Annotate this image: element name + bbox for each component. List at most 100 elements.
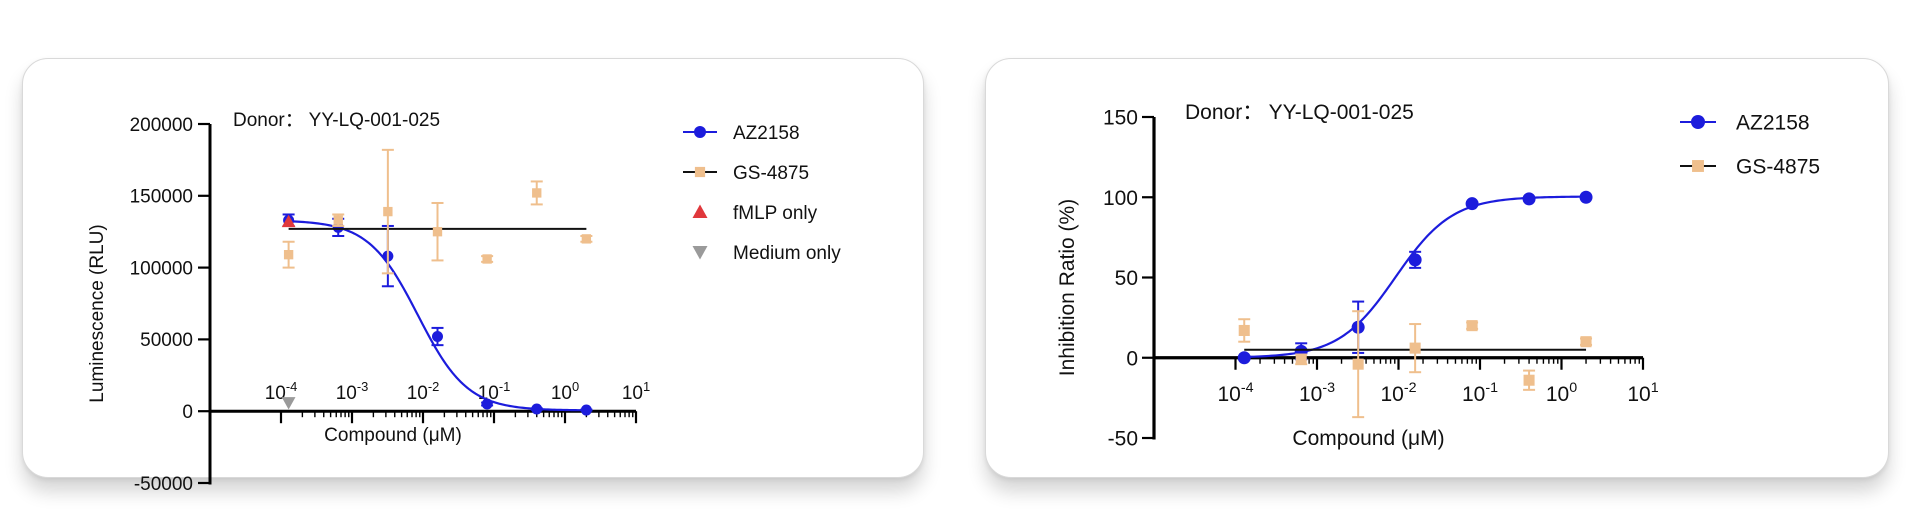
data-point <box>1352 358 1364 370</box>
x-tick-base: 10 <box>622 383 643 404</box>
data-point <box>1466 320 1478 332</box>
series-gs-4875 <box>282 148 593 275</box>
legend-label: Medium only <box>733 243 841 264</box>
data-point <box>1522 192 1536 206</box>
x-tick-label: 10-1 <box>478 379 511 404</box>
x-tick-exponent: -4 <box>286 379 297 394</box>
x-tick-label: 10-3 <box>1299 380 1335 406</box>
x-tick-base: 10 <box>336 383 357 404</box>
legend-label: GS-4875 <box>1736 156 1820 179</box>
series-fmlp-only <box>281 214 296 228</box>
x-tick-exponent: -1 <box>1485 380 1498 396</box>
data-point <box>333 215 343 225</box>
data-point <box>283 250 294 260</box>
data-point <box>1580 336 1592 348</box>
x-tick-base: 10 <box>1299 383 1322 406</box>
y-tick-label: -50000 <box>134 474 193 495</box>
chart-title: Donor： YY-LQ-001-025 <box>1185 101 1414 124</box>
x-tick-exponent: 1 <box>1651 380 1659 396</box>
x-tick-exponent: 0 <box>1569 380 1577 396</box>
y-tick-label: 50000 <box>140 330 193 351</box>
x-tick-exponent: -2 <box>428 379 439 394</box>
chart-title: Donor： YY-LQ-001-025 <box>233 110 440 131</box>
legend-marker <box>1691 115 1705 129</box>
x-tick-label: 10-4 <box>1217 380 1253 406</box>
x-tick-base: 10 <box>551 383 572 404</box>
x-tick-exponent: -2 <box>1404 380 1417 396</box>
x-axis-label: Compound (μM) <box>324 425 462 446</box>
y-tick-label: 100000 <box>130 258 193 279</box>
x-tick-label: 10-1 <box>1462 380 1498 406</box>
x-tick-exponent: -1 <box>499 379 510 394</box>
x-tick-label: 10-2 <box>407 379 440 404</box>
y-axis-label: Luminescence (RLU) <box>87 224 108 402</box>
series-medium-only <box>281 397 296 410</box>
x-tick-base: 10 <box>265 383 286 404</box>
data-point <box>1465 197 1479 211</box>
legend-marker <box>692 204 708 218</box>
legend-item: AZ2158 <box>683 123 800 144</box>
data-point <box>1238 324 1250 336</box>
x-tick-exponent: -3 <box>357 379 368 394</box>
x-tick-label: 100 <box>1546 380 1577 406</box>
data-point <box>1295 353 1307 365</box>
y-tick-label: 0 <box>1126 347 1138 370</box>
data-point <box>1408 253 1422 267</box>
legend-marker <box>692 246 708 260</box>
x-tick-exponent: -3 <box>1322 380 1335 396</box>
x-tick-base: 10 <box>407 383 428 404</box>
legend-item: GS-4875 <box>683 163 809 184</box>
series-az2158 <box>1237 190 1593 365</box>
x-tick-base: 10 <box>1462 383 1485 406</box>
data-point <box>432 227 443 237</box>
y-tick-label: 50 <box>1115 267 1138 290</box>
data-point <box>281 214 296 228</box>
x-tick-exponent: 0 <box>572 379 579 394</box>
data-point <box>580 404 592 416</box>
x-tick-base: 10 <box>1546 383 1569 406</box>
legend-marker <box>1692 160 1704 172</box>
legend-label: GS-4875 <box>733 163 809 184</box>
data-point <box>481 398 493 410</box>
legend-item: Medium only <box>692 243 841 264</box>
legend-label: AZ2158 <box>733 123 800 144</box>
data-point <box>581 234 592 244</box>
x-tick-label: 10-2 <box>1380 380 1416 406</box>
x-axis-label: Compound (μM) <box>1292 427 1444 450</box>
y-tick-label: 150000 <box>130 187 193 208</box>
y-tick-label: -50 <box>1108 428 1138 451</box>
x-tick-exponent: 1 <box>643 379 650 394</box>
data-point <box>1523 374 1535 386</box>
series-gs-4875 <box>1238 310 1593 419</box>
data-point <box>531 403 543 415</box>
data-point <box>532 188 542 198</box>
data-point <box>1579 190 1593 204</box>
legend-marker <box>694 166 706 178</box>
x-tick-base: 10 <box>1217 383 1240 406</box>
data-point <box>1409 342 1421 354</box>
data-point <box>482 254 492 264</box>
y-tick-label: 200000 <box>130 115 193 136</box>
x-tick-exponent: -4 <box>1241 380 1254 396</box>
y-tick-label: 150 <box>1103 107 1138 130</box>
legend-marker <box>694 126 706 138</box>
data-point <box>431 331 443 343</box>
x-tick-label: 101 <box>622 379 650 404</box>
x-tick-label: 101 <box>1627 380 1658 406</box>
chart-panel-luminescence: -50000 0 50000 100000 150000 200000 10-4 10-3 10… <box>22 58 924 495</box>
y-tick-label: 100 <box>1103 187 1138 210</box>
y-tick-label: 0 <box>182 402 193 423</box>
legend-item: fMLP only <box>692 203 818 224</box>
legend-label: fMLP only <box>733 203 818 224</box>
x-tick-label: 100 <box>551 379 579 404</box>
x-tick-label: 10-4 <box>265 379 298 404</box>
x-tick-base: 10 <box>1627 383 1650 406</box>
chart-panel-inhibition: -50 0 50 100 150 10-4 10-3 10-2 10-1 100 101 Donor：… <box>985 58 1889 478</box>
data-point <box>1237 351 1251 365</box>
legend-item: AZ2158 <box>1680 112 1810 135</box>
data-point <box>383 206 393 217</box>
legend-label: AZ2158 <box>1736 112 1810 135</box>
y-axis-label: Inhibition Ratio (%) <box>1056 199 1079 376</box>
